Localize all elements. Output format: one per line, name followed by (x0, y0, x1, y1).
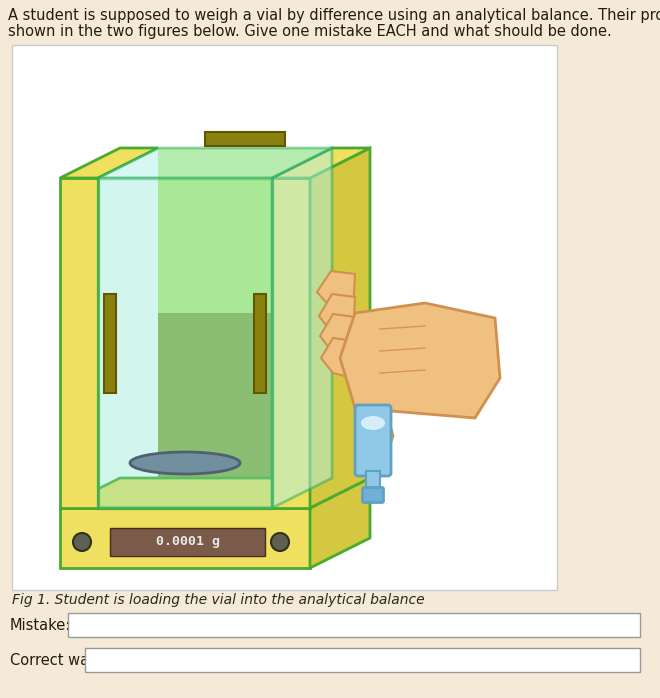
Polygon shape (317, 271, 355, 313)
Polygon shape (60, 508, 310, 568)
Circle shape (73, 533, 91, 551)
Text: Fig 1. Student is loading the vial into the analytical balance: Fig 1. Student is loading the vial into … (12, 593, 424, 607)
Polygon shape (60, 478, 370, 508)
Bar (98, 178, 272, 508)
Ellipse shape (130, 452, 240, 474)
Text: A student is supposed to weigh a vial by difference using an analytical balance.: A student is supposed to weigh a vial by… (8, 8, 660, 23)
Polygon shape (60, 178, 98, 508)
Polygon shape (60, 148, 158, 178)
Text: 0.0001 g: 0.0001 g (156, 535, 220, 549)
Bar (366, 471, 380, 489)
FancyBboxPatch shape (355, 405, 391, 476)
Polygon shape (98, 148, 332, 178)
Bar (104, 293, 116, 392)
Polygon shape (272, 148, 370, 178)
Ellipse shape (361, 416, 385, 430)
Bar (68, 613, 640, 637)
Polygon shape (272, 148, 332, 508)
FancyBboxPatch shape (362, 487, 383, 503)
Bar (85, 648, 640, 672)
Bar (158, 313, 332, 478)
Text: Correct way:: Correct way: (10, 653, 102, 667)
Polygon shape (357, 406, 393, 458)
Bar (205, 132, 285, 146)
Circle shape (271, 533, 289, 551)
Text: shown in the two figures below. Give one mistake EACH and what should be done.: shown in the two figures below. Give one… (8, 24, 612, 39)
Polygon shape (340, 303, 500, 418)
Polygon shape (320, 314, 355, 358)
Polygon shape (310, 148, 370, 508)
Bar (158, 148, 332, 313)
Text: Mistake:: Mistake: (10, 618, 71, 632)
Bar (254, 293, 266, 392)
Bar (110, 528, 265, 556)
Polygon shape (272, 178, 310, 508)
Polygon shape (310, 478, 370, 568)
Polygon shape (321, 338, 355, 378)
Polygon shape (319, 294, 355, 338)
Bar (12, 45, 557, 590)
